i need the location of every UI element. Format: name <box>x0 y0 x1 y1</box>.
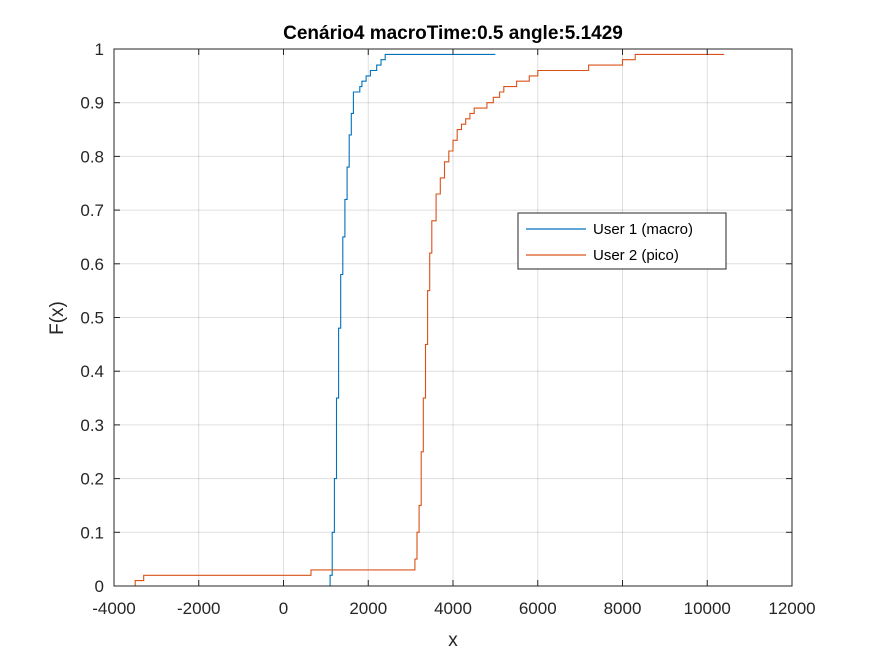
legend-entry-user1: User 1 (macro) <box>593 221 693 238</box>
y-tick-label: 0.5 <box>80 309 104 328</box>
x-tick-label: 4000 <box>434 599 472 618</box>
y-tick-label: 0.2 <box>80 470 104 489</box>
y-tick-label: 0.9 <box>80 94 104 113</box>
x-tick-label: -4000 <box>92 599 135 618</box>
plot-area <box>114 49 792 586</box>
chart-title: Cenário4 macroTime:0.5 angle:5.1429 <box>283 23 623 44</box>
x-tick-labels: -4000 -2000 0 2000 4000 6000 8000 10000 12000 <box>92 599 815 618</box>
x-tick-label: 2000 <box>349 599 387 618</box>
legend-box <box>517 212 727 270</box>
series-layer <box>130 53 725 587</box>
y-tick-label: 0.6 <box>80 255 104 274</box>
x-tick-label: 0 <box>279 599 288 618</box>
x-tick-label: 10000 <box>684 599 731 618</box>
y-tick-label: 0.3 <box>80 416 104 435</box>
y-tick-label: 0.4 <box>80 362 104 381</box>
series-line-user1 <box>328 53 496 587</box>
y-tick-label: 0.7 <box>80 201 104 220</box>
x-tick-label: 8000 <box>604 599 642 618</box>
x-tick-label: 12000 <box>768 599 815 618</box>
x-tick-label: 6000 <box>519 599 557 618</box>
x-axis-label: x <box>448 630 458 651</box>
y-tick-label: 0.8 <box>80 147 104 166</box>
y-tick-label: 0 <box>95 577 104 596</box>
y-tick-label: 1 <box>95 40 104 59</box>
ticks <box>113 48 793 587</box>
legend: User 1 (macro) User 2 (pico) <box>517 212 727 270</box>
legend-entry-user2: User 2 (pico) <box>593 247 679 264</box>
y-axis-label: F(x) <box>47 301 68 335</box>
series-line-user2 <box>130 53 725 587</box>
y-tick-label: 0.1 <box>80 523 104 542</box>
x-tick-label: -2000 <box>177 599 220 618</box>
y-tick-labels: 0 0.1 0.2 0.3 0.4 0.5 0.6 0.7 0.8 0.9 1 <box>80 40 104 596</box>
